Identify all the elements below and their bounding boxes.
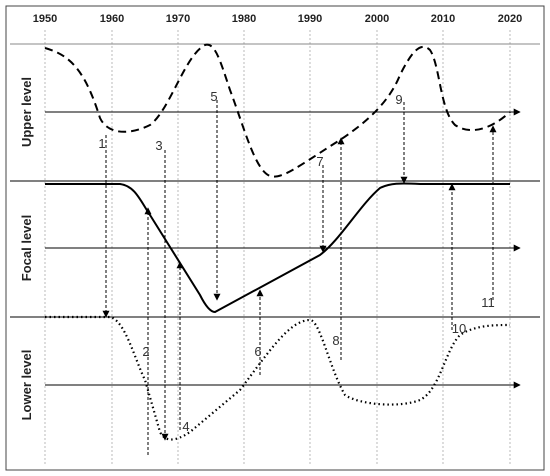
year-label: 2010: [431, 13, 455, 25]
event-label: 7: [316, 154, 323, 169]
year-label: 1990: [298, 13, 322, 25]
event-label: 8: [332, 333, 339, 348]
level-label: Upper level: [19, 77, 34, 147]
event-label: 3: [155, 138, 162, 153]
event-label: 1: [98, 136, 105, 151]
event-labels: 1 2 3 4 5 6 7 8 9 10 11: [98, 89, 494, 434]
upper-curve: [44, 43, 511, 178]
frame: [5, 5, 545, 471]
year-label: 1970: [166, 13, 190, 25]
lower-curve: [45, 315, 511, 441]
event-arrows: [102, 100, 497, 455]
year-label: 1980: [232, 13, 256, 25]
year-label: 2000: [365, 13, 389, 25]
event-label: 4: [182, 419, 189, 434]
event-label: 6: [254, 344, 261, 359]
year-labels: 1950 1960 1970 1980 1990 2000 2010 2020: [33, 13, 522, 25]
year-label: 1960: [100, 13, 124, 25]
event-label: 9: [395, 92, 402, 107]
event-label: 2: [142, 344, 149, 359]
level-label: Focal level: [19, 215, 34, 281]
level-label: Lower level: [19, 350, 34, 421]
event-label: 5: [210, 89, 217, 104]
focal-curve: [45, 182, 510, 314]
event-label: 10: [452, 321, 466, 336]
year-label: 2020: [498, 13, 522, 25]
year-label: 1950: [33, 13, 57, 25]
event-label: 11: [481, 295, 495, 310]
